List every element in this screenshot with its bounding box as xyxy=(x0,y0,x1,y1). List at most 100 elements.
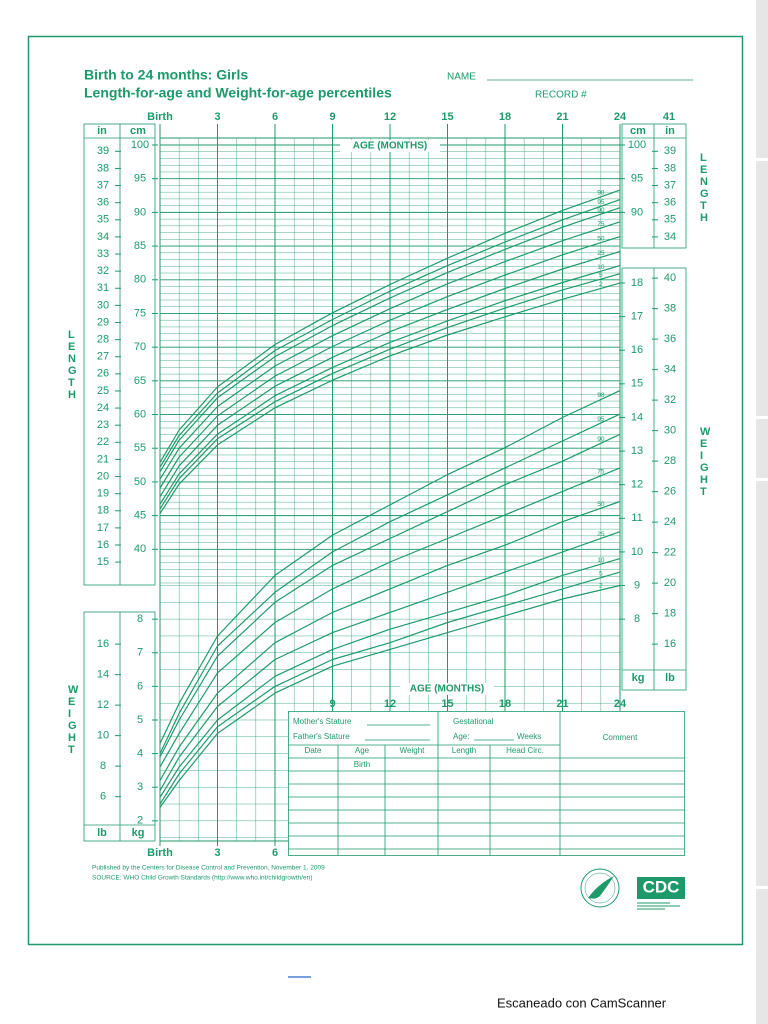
column-header: Weight xyxy=(400,746,426,755)
y-tick-label: 13 xyxy=(631,445,643,457)
y-tick-label: 32 xyxy=(97,265,109,277)
y-tick-label: 32 xyxy=(664,394,676,406)
y-tick-label: 33 xyxy=(97,248,109,260)
y-tick-label: 16 xyxy=(97,638,109,650)
y-tick-label: 55 xyxy=(134,442,146,454)
series-label: 90 xyxy=(597,207,605,214)
y-tick-label: 95 xyxy=(134,173,146,185)
y-tick-label: 16 xyxy=(631,344,643,356)
y-tick-label: 10 xyxy=(631,546,643,558)
x-tick-label: 18 xyxy=(499,698,511,710)
series-label: 10 xyxy=(597,264,605,271)
percentile-curve xyxy=(159,199,621,468)
column-header: Age xyxy=(355,746,370,755)
series-label: 75 xyxy=(597,221,605,228)
unit-kg: kg xyxy=(132,827,145,839)
y-tick-label: 80 xyxy=(134,274,146,286)
title: Birth to 24 months: Girls xyxy=(84,67,248,83)
y-tick-label: 18 xyxy=(97,505,109,517)
x-tick-label: 21 xyxy=(556,111,568,123)
y-tick-label: 6 xyxy=(137,680,143,692)
percentile-curve xyxy=(159,531,621,791)
y-tick-label: 90 xyxy=(631,206,643,218)
series-label: 25 xyxy=(597,250,605,257)
y-tick-label: 75 xyxy=(134,307,146,319)
y-tick-label: 22 xyxy=(664,547,676,559)
y-tick-label: 40 xyxy=(134,543,146,555)
percentile-curve xyxy=(159,584,621,808)
y-tick-label: 36 xyxy=(97,197,109,209)
y-tick-label: 24 xyxy=(97,402,109,414)
y-tick-label: 22 xyxy=(97,436,109,448)
unit-lb: lb xyxy=(665,672,675,684)
y-tick-label: 37 xyxy=(97,179,109,191)
corner-number: 41 xyxy=(663,111,675,123)
y-tick-label: 34 xyxy=(97,231,109,243)
y-tick-label: 65 xyxy=(134,375,146,387)
gestational: Gestational xyxy=(453,717,494,726)
series-label: 5 xyxy=(599,570,603,577)
border xyxy=(27,35,744,946)
unit-lb: lb xyxy=(97,827,107,839)
y-tick-label: 85 xyxy=(134,240,146,252)
y-tick-label: 21 xyxy=(97,453,109,465)
y-tick-label: 100 xyxy=(628,139,646,151)
comment-label: Comment xyxy=(603,733,638,742)
y-tick-label: 29 xyxy=(97,316,109,328)
x-tick-label: 15 xyxy=(441,111,453,123)
y-tick-label: 28 xyxy=(664,455,676,467)
series-label: 95 xyxy=(597,416,605,423)
y-tick-label: 17 xyxy=(97,522,109,534)
y-tick-label: 23 xyxy=(97,419,109,431)
y-tick-label: 35 xyxy=(97,214,109,226)
hhs-emblem xyxy=(580,868,620,908)
y-tick-label: 34 xyxy=(664,231,676,243)
y-tick-label: 16 xyxy=(97,539,109,551)
y-tick-label: 10 xyxy=(97,730,109,742)
x-tick-label: 12 xyxy=(384,698,396,710)
table-background xyxy=(288,711,684,856)
y-tick-label: 18 xyxy=(664,608,676,620)
y-tick-label: 39 xyxy=(97,145,109,157)
x-tick-label: 9 xyxy=(329,698,335,710)
y-tick-label: 8 xyxy=(137,613,143,625)
percentile-curve xyxy=(159,207,621,473)
percentile-curve xyxy=(159,250,621,498)
y-tick-label: 15 xyxy=(97,556,109,568)
y-tick-label: 95 xyxy=(631,173,643,185)
cdc-logo xyxy=(637,877,685,899)
x-tick-label: Birth xyxy=(147,847,173,859)
y-tick-label: 8 xyxy=(100,760,106,772)
percentile-curve xyxy=(159,221,621,480)
y-tick-label: 34 xyxy=(664,364,676,376)
y-tick-label: 7 xyxy=(137,647,143,659)
percentile-curve xyxy=(159,558,621,798)
grid xyxy=(159,124,621,842)
y-tick-label: 16 xyxy=(664,638,676,650)
column-header: Date xyxy=(305,746,322,755)
percentile-curve xyxy=(159,282,621,514)
y-tick-label: 12 xyxy=(631,479,643,491)
series-label: 50 xyxy=(597,235,605,242)
x-tick-label: 24 xyxy=(614,698,627,710)
x-tick-label: 15 xyxy=(441,698,453,710)
y-tick-label: 14 xyxy=(97,669,109,681)
y-tick-label: 6 xyxy=(100,791,106,803)
y-tick-label: 50 xyxy=(134,476,146,488)
unit-in: in xyxy=(665,125,675,137)
y-tick-label: 26 xyxy=(664,486,676,498)
x-tick-label: 3 xyxy=(214,847,220,859)
y-tick-label: 9 xyxy=(634,579,640,591)
series-label: 2 xyxy=(599,583,603,590)
x-axis-label: AGE (MONTHS) xyxy=(353,141,427,152)
x-tick-label: 21 xyxy=(556,698,568,710)
column-header: Head Circ. xyxy=(506,746,544,755)
y-tick-label: 8 xyxy=(634,613,640,625)
table-lines xyxy=(288,711,685,856)
y-tick-label: 38 xyxy=(664,303,676,315)
y-tick-label: 20 xyxy=(664,577,676,589)
y-tick-label: 37 xyxy=(664,179,676,191)
